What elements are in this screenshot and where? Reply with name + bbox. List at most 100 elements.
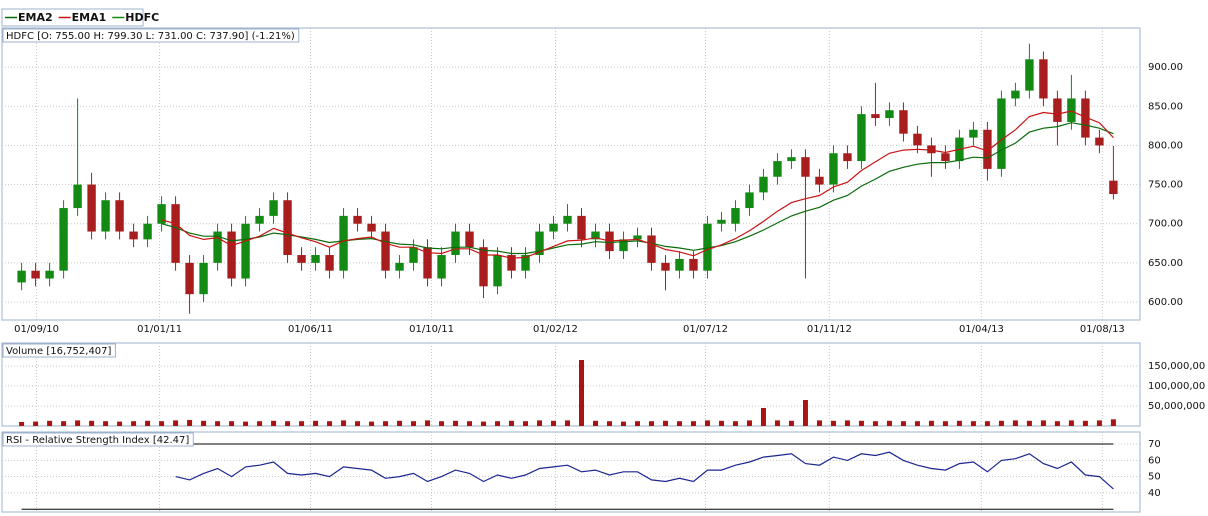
volume-bar [900, 421, 906, 426]
candle-body [759, 176, 768, 193]
panel-title-box [2, 343, 116, 358]
candle-body [465, 231, 474, 248]
volume-bar [1012, 420, 1018, 426]
candle-body [857, 114, 866, 162]
ema-line [161, 110, 1114, 259]
volume-bar [942, 421, 948, 426]
x-tick-label: 01/01/11 [137, 324, 182, 335]
candle-body [241, 223, 250, 279]
panel-title-box [2, 432, 194, 447]
candle-body [717, 219, 726, 224]
candle-body [521, 255, 530, 271]
volume-bar [578, 360, 584, 426]
panel-frame [1, 342, 1141, 427]
candle-body [437, 255, 446, 279]
candle-body [577, 215, 586, 240]
volume-bar [33, 421, 39, 426]
volume-bar [355, 421, 361, 426]
candle-body [143, 223, 152, 240]
candle-body [395, 262, 404, 271]
volume-bar [313, 420, 319, 426]
y-tick-label: 150,000,00 [1148, 361, 1205, 372]
candle-body [1081, 98, 1090, 138]
candle-body [353, 215, 362, 224]
volume-bar [788, 420, 794, 426]
candle-body [87, 184, 96, 232]
volume-bar [858, 420, 864, 426]
volume-bar [523, 421, 529, 426]
volume-bar [131, 421, 137, 426]
volume-bar [467, 421, 473, 426]
volume-bar [383, 421, 389, 426]
candle-body [227, 231, 236, 279]
candle-body [661, 262, 670, 271]
legend-box [1, 8, 144, 27]
x-tick-label: 01/11/12 [807, 324, 852, 335]
candle-body [59, 208, 68, 271]
candle-body [1053, 98, 1062, 122]
volume-bar [495, 421, 501, 426]
volume-bar [299, 421, 305, 426]
volume-bar [956, 420, 962, 426]
y-tick-label: 700.00 [1148, 219, 1183, 230]
y-tick-label: 50,000,000 [1148, 401, 1205, 412]
volume-bar [397, 420, 403, 426]
x-tick-label: 01/02/12 [533, 324, 578, 335]
y-tick-label: 850.00 [1148, 101, 1183, 112]
candle-body [871, 114, 880, 119]
volume-bar [271, 420, 277, 426]
volume-bar [620, 421, 626, 426]
volume-bar [327, 421, 333, 426]
candle-body [815, 176, 824, 185]
candle-body [591, 231, 600, 240]
volume-bar [1040, 420, 1046, 426]
volume-bar [453, 420, 459, 426]
y-tick-label: 50 [1148, 472, 1161, 483]
candle-body [507, 255, 516, 271]
candle-body [829, 153, 838, 185]
volume-bar [61, 421, 67, 426]
candle-body [549, 223, 558, 232]
candle-body [1095, 137, 1104, 146]
volume-bar [145, 420, 151, 426]
candle-body [479, 247, 488, 287]
x-tick-label: 01/10/11 [409, 324, 454, 335]
x-tick-label: 01/06/11 [288, 324, 333, 335]
candle-body [339, 215, 348, 271]
candle-body [17, 270, 26, 283]
candle-body [675, 258, 684, 271]
candle-body [423, 247, 432, 279]
legend-label: HDFC [125, 11, 159, 24]
ema-line [161, 122, 1114, 255]
candle-body [171, 204, 180, 263]
volume-bar [872, 421, 878, 426]
y-tick-label: 750.00 [1148, 180, 1183, 191]
volume-bar [830, 420, 836, 426]
volume-bar [844, 420, 850, 426]
volume-bar [285, 421, 291, 426]
y-tick-label: 60 [1148, 455, 1161, 466]
candle-body [367, 223, 376, 232]
candle-body [619, 239, 628, 252]
panel-title-box [2, 28, 300, 43]
volume-bar [816, 420, 822, 426]
volume-bar [1096, 420, 1102, 426]
volume-bar [173, 420, 179, 426]
candle-body [731, 208, 740, 224]
y-tick-label: 70 [1148, 439, 1161, 450]
volume-bar [425, 420, 431, 426]
volume-bar [215, 421, 221, 426]
volume-bar [439, 421, 445, 426]
candle-body [311, 255, 320, 263]
volume-bar [606, 421, 612, 426]
volume-bar [47, 420, 53, 426]
candle-body [927, 145, 936, 154]
volume-bar [760, 408, 766, 426]
volume-bar [103, 421, 109, 426]
volume-bar [802, 400, 808, 426]
candle-body [1067, 98, 1076, 122]
volume-bar [662, 420, 668, 426]
candle-body [255, 215, 264, 224]
candle-body [913, 133, 922, 146]
volume-bar [201, 420, 207, 426]
